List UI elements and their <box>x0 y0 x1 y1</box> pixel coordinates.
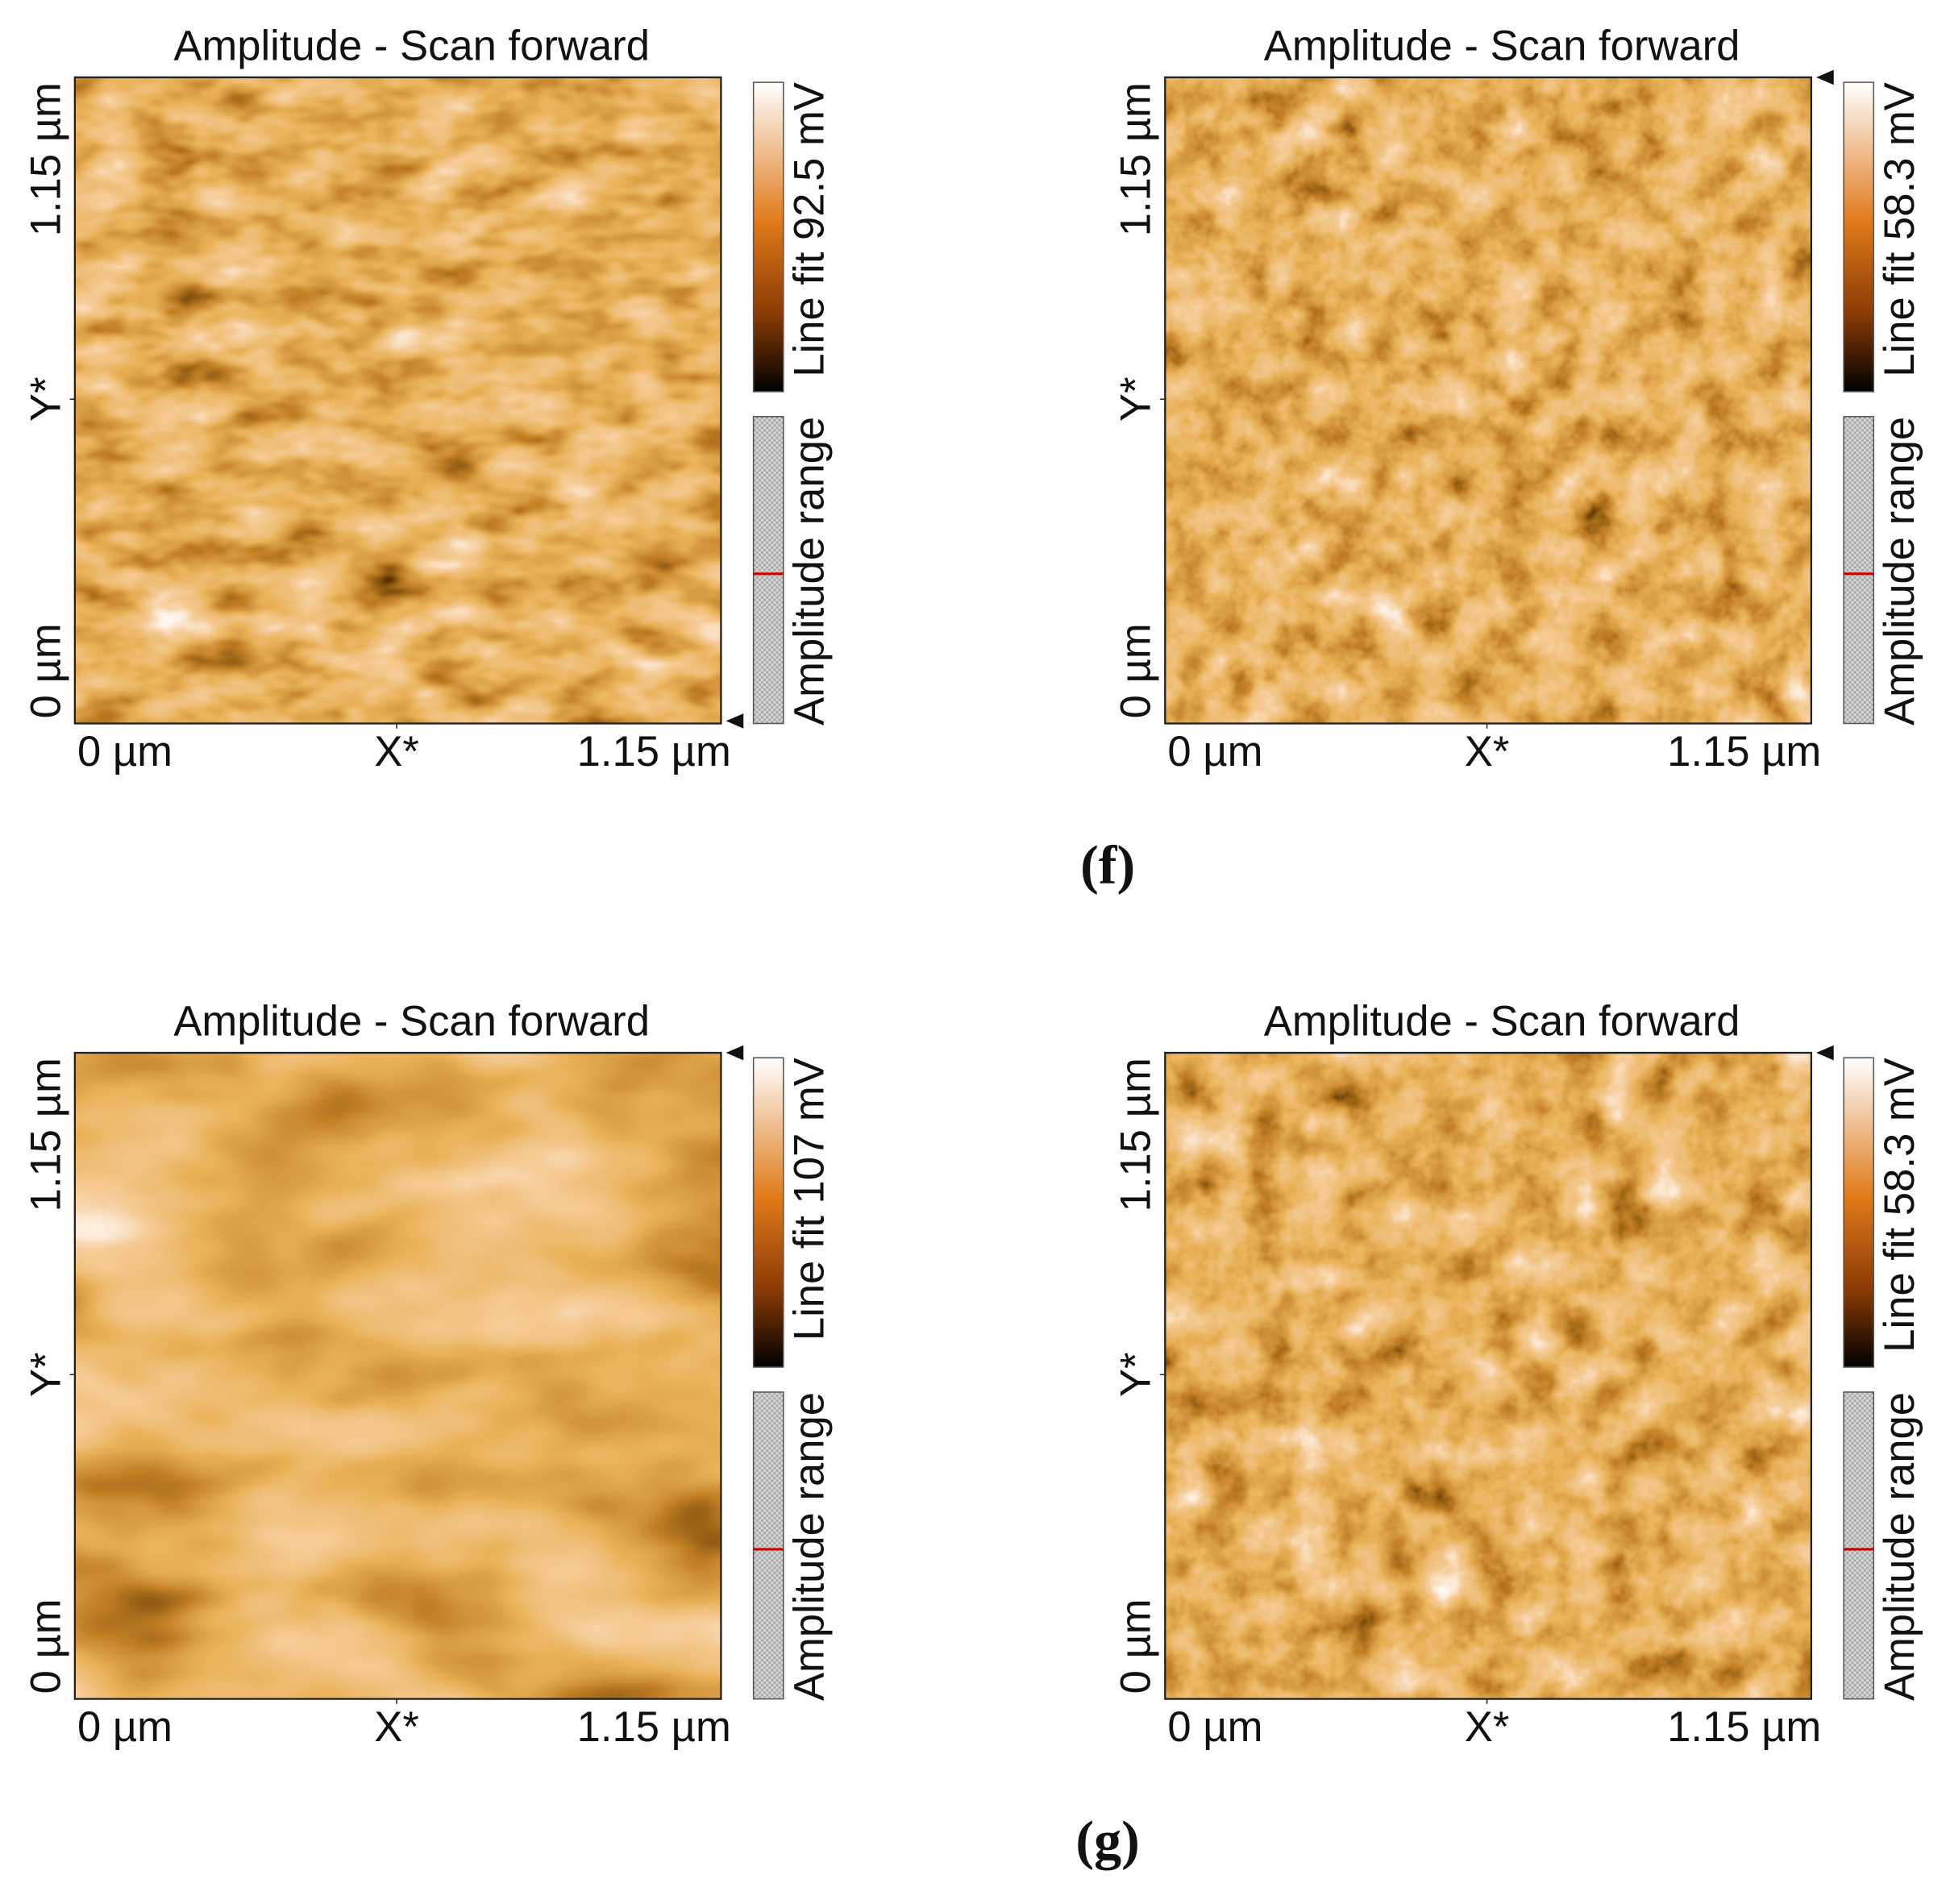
x-axis-label: 0 µm <box>77 728 173 775</box>
x-axis-label: 1.15 µm <box>1667 1703 1821 1751</box>
y-axis-label: 1.15 µm <box>1112 1058 1160 1212</box>
x-axis-label: 1.15 µm <box>1667 728 1821 775</box>
scan-marker <box>1816 1045 1834 1061</box>
x-axis-label: 0 µm <box>1167 728 1262 775</box>
x-axis-label: 1.15 µm <box>577 728 731 775</box>
colorbar <box>1843 81 1875 393</box>
panel: Amplitude - Scan forward 0 µm X* 1.15 µm 0 µ… <box>22 22 833 775</box>
panel: Amplitude - Scan forward 0 µm X* 1.15 µm 0 µ… <box>22 997 833 1751</box>
range-bar <box>752 416 784 725</box>
colorbar-label: Line fit 58.3 mV <box>1876 82 1923 377</box>
caption: (f) <box>1080 834 1135 896</box>
panel-title: Amplitude - Scan forward <box>173 997 650 1045</box>
image-frame <box>1164 76 1813 725</box>
scan-marker <box>1816 69 1834 85</box>
x-axis-label: 1.15 µm <box>577 1703 731 1751</box>
colorbar-label: Line fit 107 mV <box>785 1058 833 1341</box>
panel-title: Amplitude - Scan forward <box>173 22 650 69</box>
y-axis-label: 0 µm <box>22 623 69 718</box>
y-axis-label: 1.15 µm <box>22 1058 69 1212</box>
colorbar <box>752 81 784 393</box>
y-axis-label: Y* <box>22 376 69 422</box>
x-axis-label: 0 µm <box>77 1703 173 1751</box>
range-bar <box>1843 416 1875 725</box>
range-bar <box>752 1391 784 1700</box>
afm-image <box>74 77 721 724</box>
image-frame <box>73 1051 722 1700</box>
afm-image <box>1165 1053 1811 1699</box>
x-axis-label: X* <box>374 1703 419 1751</box>
panel-title: Amplitude - Scan forward <box>1264 997 1740 1045</box>
scan-marker <box>726 1045 744 1061</box>
x-axis-label: X* <box>1465 1703 1510 1751</box>
afm-image <box>74 1053 721 1699</box>
colorbar <box>752 1057 784 1368</box>
range-label: Amplitude range <box>785 417 833 725</box>
colorbar-label: Line fit 58.3 mV <box>1876 1058 1923 1353</box>
range-label: Amplitude range <box>1876 1392 1923 1701</box>
x-axis-label: 0 µm <box>1167 1703 1262 1751</box>
y-axis-label: 0 µm <box>1112 623 1160 718</box>
x-axis-label: X* <box>374 728 419 775</box>
caption: (g) <box>1075 1810 1139 1871</box>
y-axis-label: 0 µm <box>1112 1598 1160 1694</box>
scan-marker <box>726 713 744 729</box>
afm-image <box>1165 77 1811 724</box>
y-axis-label: Y* <box>1112 1352 1160 1397</box>
colorbar-label: Line fit 92.5 mV <box>785 82 833 377</box>
panel-title: Amplitude - Scan forward <box>1264 22 1740 69</box>
image-frame <box>73 76 722 725</box>
y-axis-label: 1.15 µm <box>22 82 69 236</box>
colorbar <box>1843 1057 1875 1368</box>
panel: Amplitude - Scan forward 0 µm X* 1.15 µm 0 µ… <box>1112 22 1923 775</box>
x-axis-label: X* <box>1465 728 1510 775</box>
y-axis-label: 1.15 µm <box>1112 82 1160 236</box>
panel: Amplitude - Scan forward 0 µm X* 1.15 µm 0 µ… <box>1112 997 1923 1751</box>
y-axis-label: 0 µm <box>22 1598 69 1694</box>
range-label: Amplitude range <box>785 1392 833 1701</box>
image-frame <box>1164 1051 1813 1700</box>
y-axis-label: Y* <box>1112 376 1160 422</box>
range-label: Amplitude range <box>1876 417 1923 725</box>
y-axis-label: Y* <box>22 1352 69 1397</box>
range-bar <box>1843 1391 1875 1700</box>
